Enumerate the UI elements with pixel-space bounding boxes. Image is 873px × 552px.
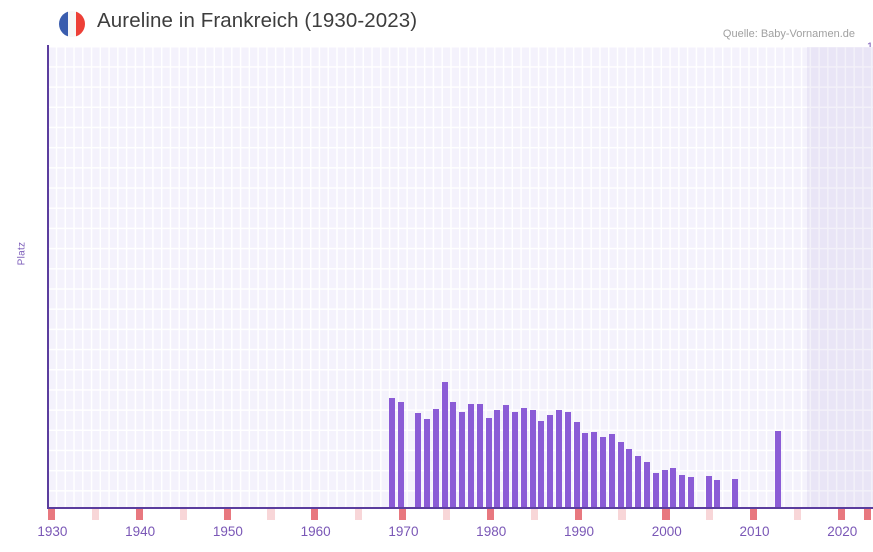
bar[interactable] — [626, 449, 633, 507]
x-axis-marker — [355, 509, 363, 520]
bar[interactable] — [644, 462, 651, 507]
bar[interactable] — [538, 421, 545, 507]
bar[interactable] — [433, 409, 440, 507]
x-axis-marker — [311, 509, 319, 520]
x-axis-tick-label: 1980 — [476, 524, 507, 539]
x-axis-marker — [48, 509, 56, 520]
x-axis-marker — [442, 509, 451, 520]
bar[interactable] — [494, 410, 501, 507]
flag-band-red — [76, 11, 85, 37]
france-flag-icon — [59, 11, 85, 37]
x-axis-tick-label: 1990 — [563, 524, 594, 539]
bar[interactable] — [653, 473, 660, 507]
flag-band-blue — [59, 11, 68, 37]
x-axis-tick-label: 1970 — [388, 524, 419, 539]
chart-header: Aureline in Frankreich (1930-2023) Quell… — [0, 0, 873, 48]
bar[interactable] — [477, 404, 484, 507]
bar[interactable] — [618, 442, 625, 507]
recent-years-shade — [807, 47, 873, 507]
x-axis-tick-label: 1930 — [37, 524, 68, 539]
bar[interactable] — [775, 431, 782, 507]
bar[interactable] — [521, 408, 528, 507]
x-axis-marker — [91, 509, 100, 520]
bar[interactable] — [450, 402, 457, 507]
x-axis-marker — [530, 509, 538, 520]
bar[interactable] — [468, 404, 475, 507]
x-axis-marker — [574, 509, 582, 520]
bar[interactable] — [556, 410, 563, 507]
bar[interactable] — [424, 419, 431, 507]
x-axis-marker — [399, 509, 407, 520]
bar[interactable] — [512, 412, 519, 507]
bar[interactable] — [670, 468, 677, 507]
bar[interactable] — [635, 456, 642, 507]
bar-series — [48, 47, 873, 507]
bar[interactable] — [530, 410, 537, 507]
x-axis-tick-label: 1960 — [300, 524, 331, 539]
x-axis-tick-labels: 1930 1940 1950 1960 1970 1980 1990 2000 2010 2020 — [0, 524, 873, 548]
y-axis-line — [47, 45, 49, 509]
x-axis-marker — [267, 509, 275, 520]
bar[interactable] — [503, 405, 510, 507]
bar[interactable] — [565, 412, 572, 507]
x-axis-line — [47, 507, 873, 509]
x-axis-tick-label: 2010 — [739, 524, 770, 539]
bar[interactable] — [398, 402, 405, 507]
flag-band-white — [67, 11, 77, 37]
bar[interactable] — [591, 432, 598, 507]
bar[interactable] — [486, 418, 493, 507]
bar[interactable] — [459, 412, 466, 507]
x-axis-tick-label: 1950 — [212, 524, 243, 539]
bar[interactable] — [706, 476, 713, 507]
source-credit: Quelle: Baby-Vornamen.de — [722, 28, 855, 40]
x-axis-marker — [135, 509, 143, 520]
bar[interactable] — [415, 413, 422, 507]
bar[interactable] — [609, 434, 616, 507]
x-axis-marker — [179, 509, 187, 520]
x-axis-tick-label: 2000 — [651, 524, 682, 539]
bar[interactable] — [547, 415, 554, 507]
x-axis-marker — [223, 509, 231, 520]
x-axis-tick-label: 1940 — [125, 524, 156, 539]
x-axis-marker — [837, 509, 846, 520]
x-axis-marker-strip — [48, 509, 873, 520]
bar[interactable] — [582, 433, 589, 507]
x-axis-marker — [794, 509, 802, 520]
x-axis-marker — [750, 509, 758, 520]
x-axis-tick-label: 2020 — [827, 524, 858, 539]
plot-area — [48, 47, 873, 507]
bar[interactable] — [574, 422, 581, 507]
page-title: Aureline in Frankreich (1930-2023) — [97, 9, 418, 32]
bar[interactable] — [442, 382, 449, 507]
bar[interactable] — [732, 479, 739, 507]
y-axis-title: Platz — [16, 241, 28, 266]
bar[interactable] — [688, 477, 695, 507]
x-axis-marker — [486, 509, 494, 520]
bar[interactable] — [714, 480, 721, 507]
bar[interactable] — [662, 470, 669, 507]
x-axis-marker — [662, 509, 670, 520]
bar[interactable] — [389, 398, 396, 507]
bar[interactable] — [679, 475, 686, 507]
bar[interactable] — [600, 437, 607, 507]
x-axis-marker — [706, 509, 714, 520]
x-axis-marker — [864, 509, 872, 520]
x-axis-marker — [618, 509, 626, 520]
